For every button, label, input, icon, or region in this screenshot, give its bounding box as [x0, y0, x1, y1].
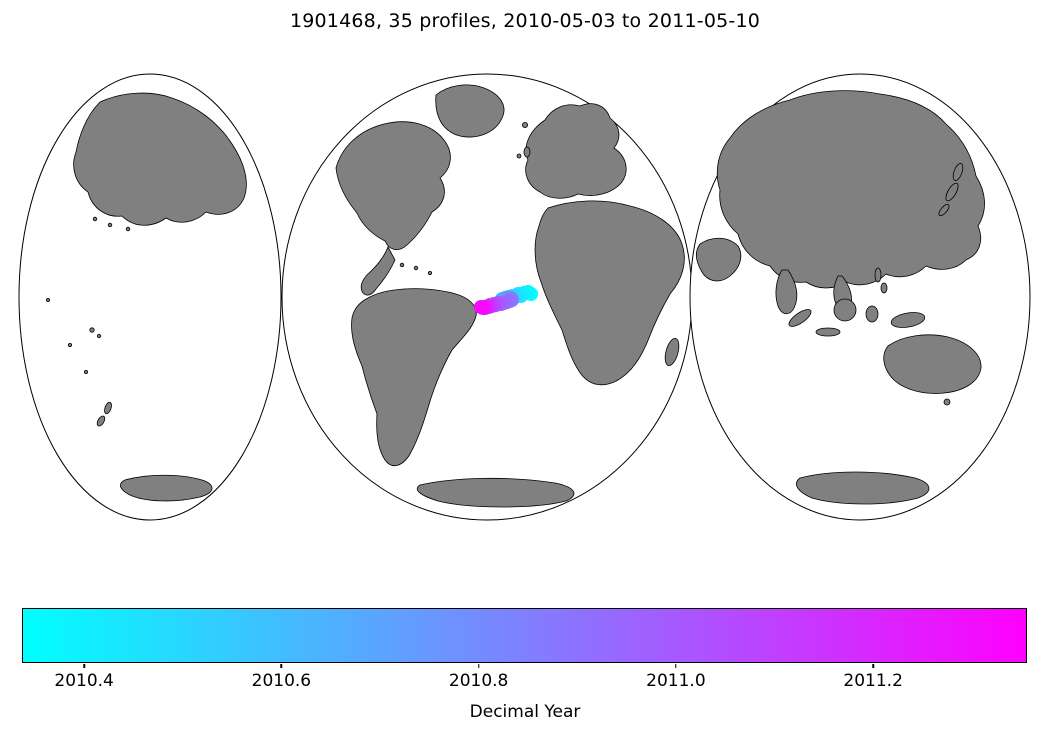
island-new-zealand-south — [96, 415, 106, 427]
island-pacific-1 — [46, 297, 51, 302]
island-hawaii-2 — [97, 333, 102, 338]
land-greenland — [435, 84, 505, 138]
island-caribbean-2 — [413, 265, 419, 271]
land-antarctica-middle — [416, 477, 575, 508]
tick-mark — [872, 664, 874, 668]
land-australia — [883, 334, 982, 394]
island-philippines-1 — [874, 267, 882, 283]
island-great-britain — [523, 146, 531, 158]
island-tasmania — [943, 398, 951, 406]
island-sulawesi — [865, 305, 879, 323]
land-antarctica-right — [796, 471, 930, 505]
tick-label: 2011.2 — [843, 671, 903, 691]
tick-label: 2011.0 — [646, 671, 706, 691]
profile-scatter — [474, 285, 538, 315]
tick-mark — [280, 664, 283, 668]
colorbar-tick: 2010.6 — [252, 664, 311, 691]
land-east-north-america — [335, 121, 451, 251]
island-aleutian-3 — [125, 226, 131, 232]
tick-mark — [83, 664, 85, 668]
island-hawaii-1 — [89, 327, 95, 333]
colorbar-tick: 2010.4 — [54, 664, 114, 691]
land-africa — [534, 200, 685, 386]
land-asia — [716, 90, 985, 289]
land-alaska-west-north-america — [73, 92, 247, 226]
land-antarctica-left — [120, 474, 213, 502]
island-madagascar — [664, 337, 680, 367]
island-japan-3 — [938, 203, 950, 217]
island-japan-1 — [952, 163, 964, 181]
colorbar — [22, 608, 1027, 663]
island-new-guinea — [890, 312, 926, 328]
landmasses — [46, 84, 985, 508]
island-java — [815, 327, 841, 337]
island-sumatra — [788, 309, 812, 327]
island-borneo — [833, 298, 857, 322]
island-new-zealand-north — [104, 401, 112, 415]
colorbar-label: Decimal Year — [469, 702, 581, 722]
tick-label: 2010.4 — [54, 671, 114, 691]
island-aleutian-1 — [92, 216, 98, 222]
land-india — [775, 269, 798, 315]
land-central-america — [360, 246, 396, 296]
island-pacific-2 — [68, 342, 73, 347]
island-philippines-2 — [880, 282, 888, 294]
island-ireland — [516, 153, 522, 159]
figure-title: 1901468, 35 profiles, 2010-05-03 to 2011… — [289, 10, 761, 32]
tick-mark — [477, 664, 480, 668]
tick-label: 2010.6 — [251, 671, 312, 691]
colorbar-tick: 2011.0 — [646, 664, 706, 691]
island-pacific-3 — [84, 369, 89, 374]
island-caribbean-3 — [427, 270, 432, 275]
tick-label: 2010.8 — [448, 671, 509, 691]
tick-mark — [675, 664, 677, 668]
island-caribbean-1 — [399, 262, 405, 268]
colorbar-ticks: 2010.4 2010.6 2010.8 2011.0 2011.2 — [22, 664, 1027, 692]
colorbar-tick: 2010.8 — [449, 664, 508, 691]
island-aleutian-2 — [107, 222, 113, 228]
island-japan-2 — [945, 182, 959, 202]
land-arabia — [696, 237, 742, 282]
profile-point — [474, 300, 488, 314]
land-europe — [525, 103, 627, 199]
island-iceland — [522, 122, 529, 129]
land-south-america — [351, 288, 477, 467]
colorbar-tick: 2011.2 — [843, 664, 903, 691]
